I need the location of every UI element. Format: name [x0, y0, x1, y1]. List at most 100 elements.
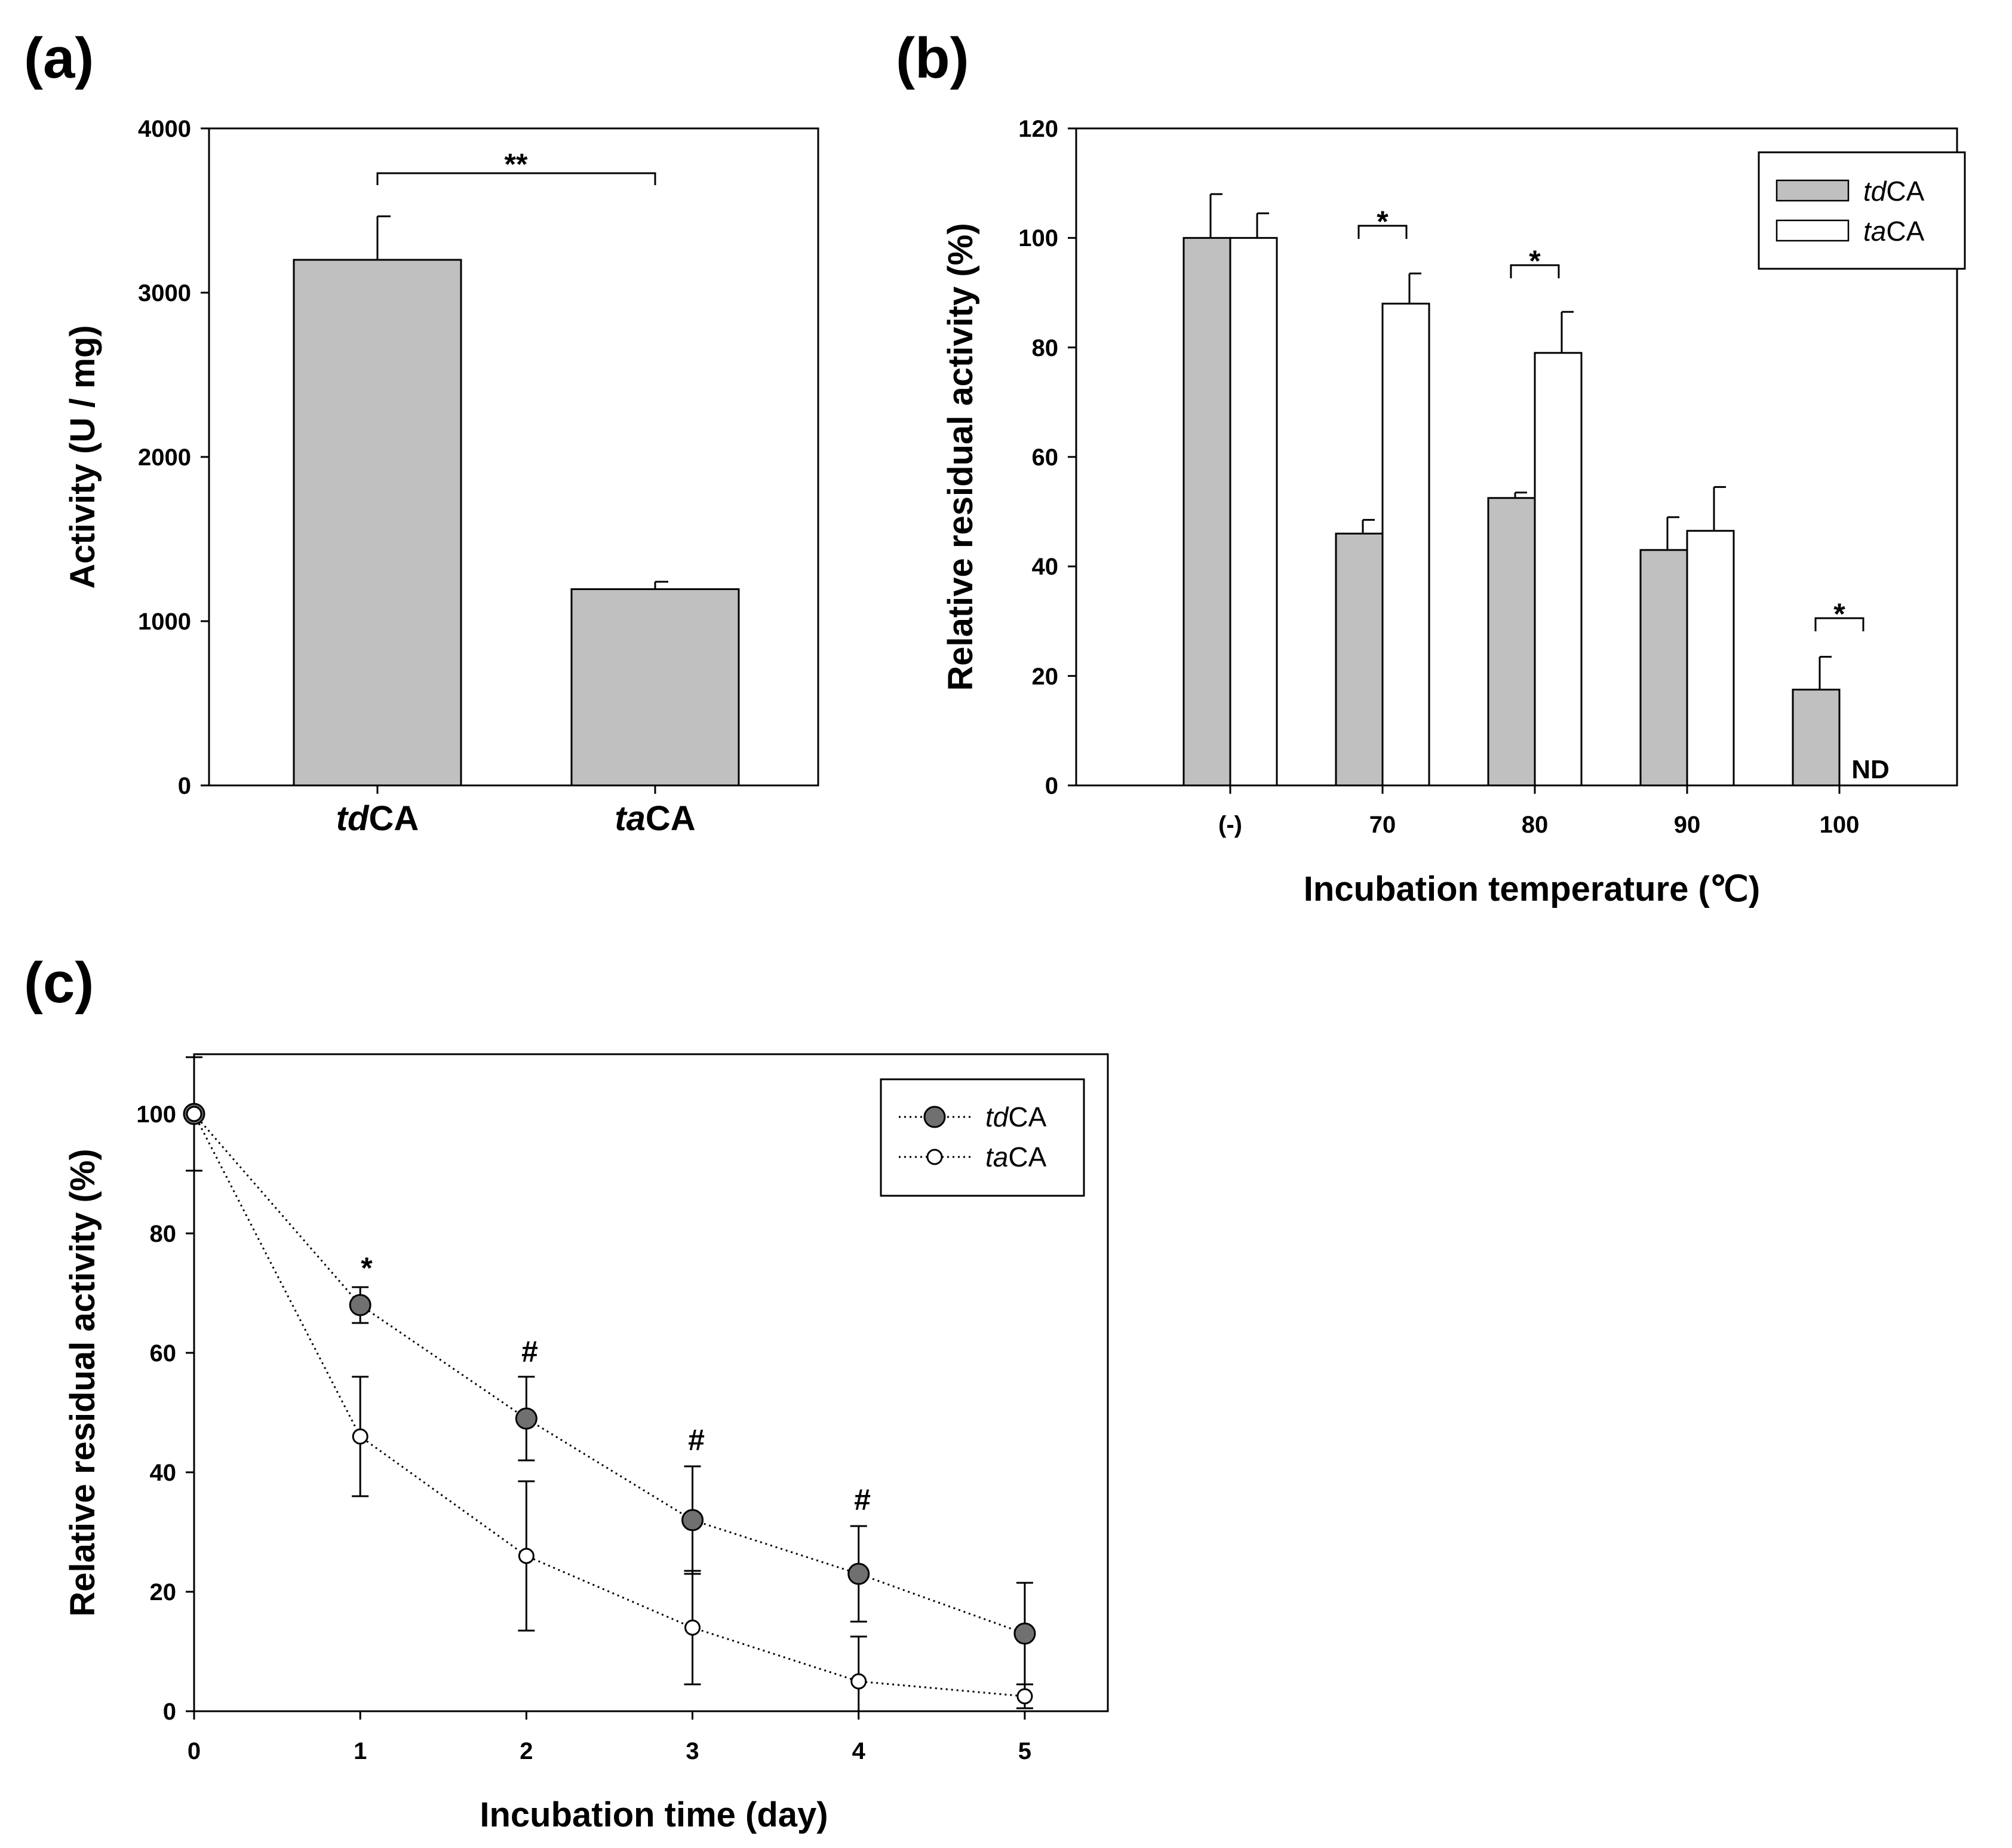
y-tick-label: 60 — [1032, 444, 1059, 471]
legend-label-rest: CA — [1886, 176, 1924, 207]
bar-tdCA — [1487, 497, 1536, 787]
x-axis-title-c: Incubation time (day) — [480, 1795, 828, 1834]
chart-a: (a) 0 1000 2000 3000 4000 Activity (U / … — [24, 26, 819, 838]
significance-marker: * — [1377, 205, 1389, 238]
legend-label-tdCA: tdCA — [985, 1101, 1047, 1132]
x-tick-label: 4 — [852, 1738, 866, 1764]
bars-a — [293, 215, 740, 787]
legend-swatch-taCA — [1776, 219, 1850, 242]
significance-bracket — [1814, 617, 1864, 631]
panel-label-b: (b) — [896, 26, 969, 90]
legend-label-rest: CA — [1008, 1101, 1046, 1132]
y-tick-label: 40 — [1032, 554, 1059, 580]
significance-marker: * — [1833, 597, 1845, 631]
x-tick-label: 3 — [686, 1738, 699, 1764]
y-tick-label: 100 — [1018, 225, 1058, 251]
bar-taCA — [1534, 352, 1583, 787]
y-tick-label: 20 — [150, 1579, 177, 1606]
y-tick-label: 0 — [178, 773, 191, 799]
legend-label-rest: CA — [1886, 216, 1924, 247]
x-tick-label-rest: CA — [368, 799, 419, 838]
data-point-tdCA — [681, 1509, 704, 1531]
y-tick-label: 1000 — [138, 609, 191, 635]
x-tick-label: 70 — [1369, 812, 1396, 838]
legend-box — [880, 1078, 1085, 1197]
legend-label-taCA: taCA — [1863, 216, 1925, 247]
significance-marker: ** — [505, 148, 528, 181]
data-point-tdCA — [349, 1294, 371, 1316]
y-tick-label: 80 — [150, 1221, 177, 1247]
legend-c: tdCA taCA — [880, 1078, 1085, 1197]
bar-taCA — [1381, 302, 1430, 787]
x-tick-label-italic: ta — [615, 799, 646, 838]
y-tick-label: 80 — [1032, 335, 1059, 361]
data-point-tdCA — [847, 1562, 870, 1585]
y-ticks-c: 0 20 40 60 80 100 — [136, 1101, 194, 1725]
bars-b — [1182, 193, 1841, 787]
bar-taCA — [1686, 530, 1735, 787]
x-tick-label-italic: td — [336, 799, 370, 838]
plot-area-c — [193, 1053, 1109, 1712]
y-ticks-a: 0 1000 2000 3000 4000 — [138, 116, 209, 799]
y-tick-label: 2000 — [138, 444, 191, 471]
series-line-taCA — [193, 1113, 1025, 1697]
chart-c: (c) 0 20 40 60 80 100 0 1 2 3 — [24, 951, 1109, 1834]
y-tick-label: 0 — [1045, 773, 1058, 799]
data-point-taCA — [1016, 1688, 1033, 1705]
data-point-taCA — [850, 1673, 867, 1690]
y-tick-label: 20 — [1032, 664, 1059, 690]
x-tick-label: 90 — [1674, 812, 1701, 838]
chart-b: (b) 0 20 40 60 80 100 120 Relative resid… — [896, 26, 1966, 908]
data-point-taCA — [352, 1428, 368, 1445]
significance-marker: * — [361, 1251, 373, 1285]
series-c — [183, 1056, 1036, 1712]
legend-label-taCA: taCA — [985, 1141, 1047, 1172]
series-line-tdCA — [193, 1113, 1025, 1635]
legend-marker-tdCA — [923, 1106, 946, 1128]
significance-marker: * — [1529, 244, 1541, 278]
y-axis-title-b: Relative residual activity (%) — [941, 223, 980, 690]
x-tick-label: (-) — [1218, 812, 1242, 838]
panel-label-a: (a) — [24, 26, 94, 90]
legend-label-italic: td — [1863, 176, 1887, 207]
x-tick-label: taCA — [615, 799, 695, 838]
x-tick-label: 0 — [188, 1738, 201, 1764]
y-axis-title-a: Activity (U / mg) — [63, 325, 102, 589]
not-detected-label: ND — [1851, 755, 1890, 784]
y-tick-label: 100 — [136, 1101, 176, 1128]
significance-bracket — [1357, 225, 1408, 239]
significance-b: * * * — [1357, 205, 1864, 631]
significance-bracket — [376, 172, 656, 185]
x-tick-label: 1 — [354, 1738, 367, 1764]
bar-tdCA — [1639, 549, 1688, 787]
significance-marker: # — [688, 1423, 705, 1457]
x-tick-label: 2 — [520, 1738, 533, 1764]
data-point-tdCA — [515, 1407, 537, 1430]
y-tick-label: 120 — [1018, 116, 1058, 142]
x-tick-label: tdCA — [336, 799, 419, 838]
significance-bracket — [1510, 264, 1560, 278]
legend-label-italic: ta — [1863, 216, 1886, 247]
legend-label-rest: CA — [1008, 1141, 1046, 1172]
bar-taCA — [570, 588, 740, 787]
significance-marker: # — [521, 1335, 538, 1368]
legend-label-italic: td — [985, 1101, 1009, 1132]
bar-tdCA — [1792, 689, 1841, 787]
categories-b: (-) 70 80 90 100 — [1218, 785, 1859, 838]
y-tick-label: 0 — [163, 1699, 176, 1725]
significance-c: * # # # — [361, 1251, 871, 1517]
data-point-taCA — [186, 1106, 202, 1122]
x-tick-label: 5 — [1018, 1738, 1031, 1764]
bar-tdCA — [293, 259, 462, 787]
x-axis-title-b: Incubation temperature (℃) — [1304, 870, 1760, 908]
data-point-taCA — [684, 1619, 701, 1636]
y-tick-label: 60 — [150, 1340, 177, 1367]
categories-a: tdCA taCA — [336, 785, 696, 838]
bar-tdCA — [1335, 532, 1384, 787]
y-tick-label: 3000 — [138, 280, 191, 306]
bar-tdCA — [1182, 237, 1231, 787]
x-tick-label-rest: CA — [646, 799, 696, 838]
legend-marker-taCA — [926, 1149, 943, 1165]
significance-marker: # — [854, 1483, 871, 1517]
